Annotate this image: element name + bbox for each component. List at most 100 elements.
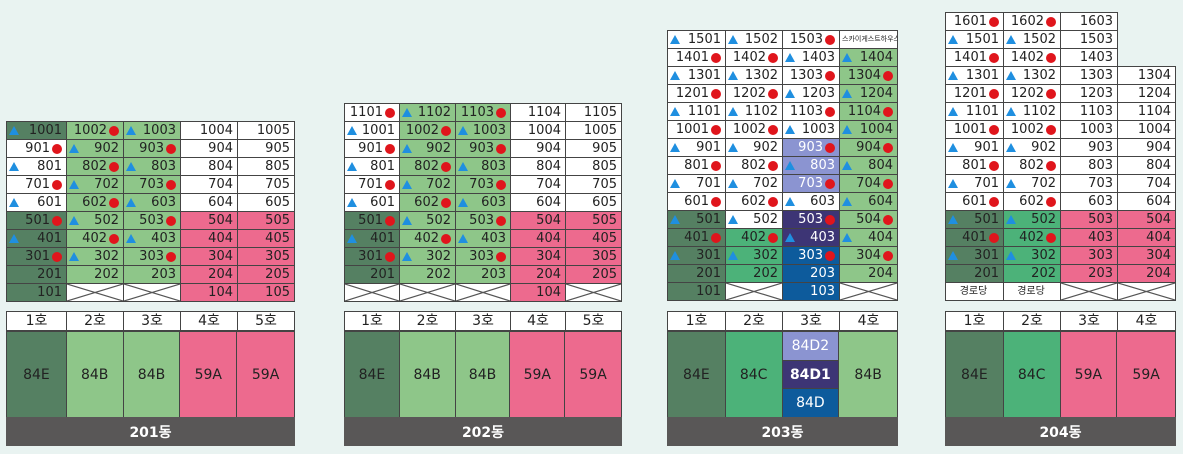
unit-cell: 1201 (667, 84, 726, 103)
unit-number: 601 (370, 195, 395, 210)
unit-number: 305 (265, 249, 290, 264)
unit-number: 801 (37, 159, 62, 174)
empty-cell (1118, 13, 1176, 31)
red-dot-marker-icon (989, 52, 999, 63)
unit-cell: 704 (510, 175, 566, 194)
unit-type-label: 84B (455, 332, 511, 417)
unit-number: 405 (592, 231, 617, 246)
unit-number: 201 (696, 266, 721, 281)
unit-cell: 704 (1117, 174, 1176, 193)
unit-number: 802 (741, 158, 766, 173)
unit-number: 803 (1088, 158, 1113, 173)
building-b204: 1601 1602 1603 1501 1502 1503 1401 1402 1403 1301… (945, 12, 1176, 301)
unit-number: 604 (868, 194, 893, 209)
unit-grid: 1001 1002 1003 1004 1005 901 902 903 904 905 801 80… (6, 121, 295, 302)
unit-number: 502 (426, 213, 451, 228)
triangle-marker-icon (948, 179, 958, 188)
unit-cell: 203 (455, 265, 511, 284)
empty-cell (1118, 31, 1176, 49)
unit-number: 603 (481, 195, 506, 210)
unit-number: 401 (962, 230, 987, 245)
unit-cell: 1304 (1117, 66, 1176, 85)
unit-number: 404 (536, 231, 561, 246)
unit-cell: 405 (565, 229, 622, 248)
unit-grid: 1601 1602 1603 1501 1502 1503 1401 1402 1403 1301… (945, 12, 1176, 301)
unit-number: 304 (208, 249, 233, 264)
unit-type-label: 84D (782, 389, 839, 418)
line-label: 2호 (66, 311, 124, 331)
triangle-marker-icon (347, 198, 357, 207)
unit-cell: 1202 (725, 84, 783, 103)
triangle-marker-icon (785, 89, 795, 98)
unit-number: 1003 (801, 122, 835, 137)
unit-number: 1204 (1137, 86, 1171, 101)
unit-number: 1105 (583, 105, 617, 120)
red-dot-marker-icon (768, 88, 778, 99)
triangle-marker-icon (670, 107, 680, 116)
unit-number: 1403 (801, 50, 835, 65)
unit-number: 203 (481, 267, 506, 282)
triangle-marker-icon (1006, 215, 1016, 224)
unit-cell: 1501 (945, 30, 1004, 49)
unit-type-label: 59A (180, 332, 238, 417)
red-dot-marker-icon (166, 215, 176, 226)
unit-cell: 1403 (782, 48, 840, 67)
unit-cell: 1004 (510, 121, 566, 140)
triangle-marker-icon (69, 180, 79, 189)
unit-cell: 1001 (344, 121, 400, 140)
unit-cell: 804 (1117, 156, 1176, 175)
unit-cell: 1002 (725, 120, 783, 139)
unit-cell: 303 (1060, 246, 1118, 265)
unit-cell: 605 (237, 193, 295, 212)
unit-cell: 703 (455, 175, 511, 194)
line-label: 2호 (1003, 311, 1061, 331)
unit-number: 804 (536, 159, 561, 174)
unit-number: 1103 (1079, 104, 1113, 119)
unit-number: 1004 (199, 123, 233, 138)
unit-number: 603 (1088, 194, 1113, 209)
unit-cell: 205 (565, 265, 622, 284)
unit-number: 1201 (675, 86, 709, 101)
unit-cell: 705 (565, 175, 622, 194)
unavailable-cell (1060, 282, 1118, 301)
triangle-marker-icon (785, 125, 795, 134)
red-dot-marker-icon (989, 232, 999, 243)
unit-cell: 702 (399, 175, 456, 194)
unit-cell: 1101 (344, 103, 400, 122)
line-label: 1호 (6, 311, 67, 331)
unit-cell: 1001 (667, 120, 726, 139)
unit-cell: 303 (455, 247, 511, 266)
unit-number: 504 (536, 213, 561, 228)
unit-cell: 105 (237, 283, 295, 302)
unit-cell: 1001 (6, 121, 67, 140)
triangle-marker-icon (728, 35, 738, 44)
unit-cell: 504 (1117, 210, 1176, 229)
unit-number: 202 (1031, 266, 1056, 281)
unit-cell: 204 (1117, 264, 1176, 283)
unit-number: 1304 (847, 68, 881, 83)
unit-number: 1203 (1079, 86, 1113, 101)
unit-number: 804 (868, 158, 893, 173)
unit-type-label: 84B (839, 332, 897, 417)
unit-cell: 1103 (782, 102, 840, 121)
unit-number: 804 (208, 159, 233, 174)
red-dot-marker-icon (385, 107, 395, 118)
unit-number: 302 (426, 249, 451, 264)
line-label: 3호 (455, 311, 511, 331)
unit-number: 503 (469, 213, 494, 228)
unit-number: 902 (1031, 140, 1056, 155)
unit-cell: 301 (344, 247, 400, 266)
unit-cell: 1204 (839, 84, 898, 103)
unit-cell: 1503 (782, 30, 840, 49)
triangle-marker-icon (402, 252, 412, 261)
unit-number: 1601 (953, 14, 987, 29)
unit-cell: 302 (66, 247, 124, 266)
unit-number: 1204 (859, 86, 893, 101)
triangle-marker-icon (785, 197, 795, 206)
unit-number: 404 (208, 231, 233, 246)
unit-number: 1503 (1079, 32, 1113, 47)
unit-number: 501 (358, 213, 383, 228)
line-label: 4호 (1117, 311, 1176, 331)
unit-number: 702 (1031, 176, 1056, 191)
unit-cell: 1601 (945, 12, 1004, 31)
